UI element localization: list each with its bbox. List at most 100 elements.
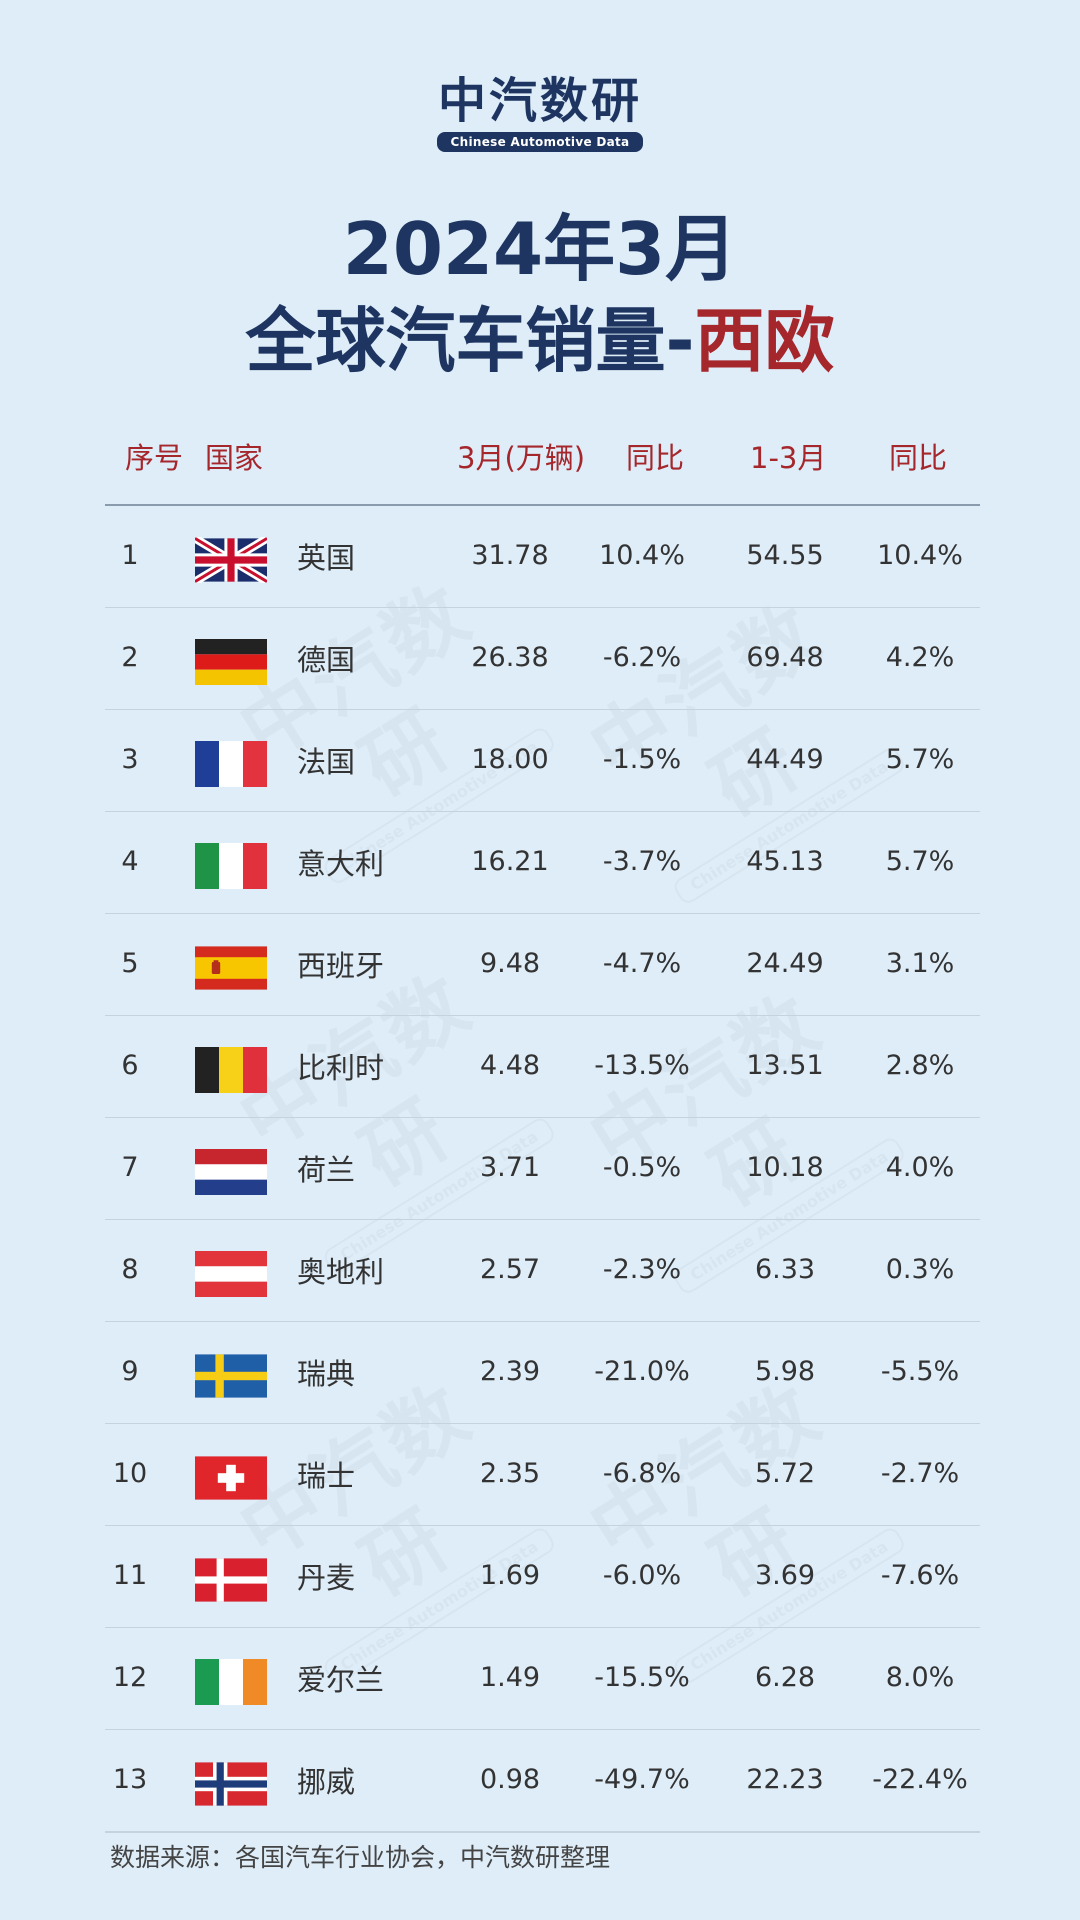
country-cell: 德国	[297, 643, 356, 677]
page-title-region: 西欧	[694, 300, 835, 382]
rank-cell: 1	[121, 540, 139, 571]
march-sales-cell: 4.48	[479, 1050, 541, 1081]
country-cell: 瑞士	[297, 1459, 356, 1493]
march-sales-cell: 1.69	[479, 1560, 541, 1591]
march-yoy-cell: -0.5%	[602, 1152, 682, 1183]
italy-flag-icon	[195, 843, 267, 889]
table-body: 1 英国 31.78 10.4% 54.55 10.4% 2 德国 26.38 -6.2% 69.4…	[105, 506, 980, 1833]
austria-flag-icon	[195, 1251, 267, 1297]
spain-flag-icon	[195, 945, 267, 991]
page-title-date: 2024年3月	[342, 207, 738, 291]
march-sales-cell: 9.48	[479, 948, 541, 979]
country-cell: 比利时	[297, 1051, 385, 1085]
uk-flag-icon	[195, 537, 267, 583]
country-cell: 荷兰	[297, 1153, 356, 1187]
q1-sales-cell: 45.13	[746, 846, 824, 877]
march-sales-cell: 2.57	[479, 1254, 541, 1285]
country-cell: 法国	[297, 745, 356, 779]
table-row: 13 挪威 0.98 -49.7% 22.23 -22.4%	[105, 1730, 980, 1833]
table-row: 9 瑞典 2.39 -21.0% 5.98 -5.5%	[105, 1322, 980, 1424]
data-source: 数据来源：各国汽车行业协会，中汽数研整理	[110, 1843, 611, 1872]
q1-sales-cell: 5.98	[754, 1356, 816, 1387]
march-sales-cell: 2.35	[479, 1458, 541, 1489]
table-row: 10 瑞士 2.35 -6.8% 5.72 -2.7%	[105, 1424, 980, 1526]
q1-yoy-cell: 0.3%	[885, 1254, 955, 1285]
page-title-main: 全球汽车销量-	[245, 300, 695, 382]
march-yoy-cell: 10.4%	[599, 540, 685, 571]
march-sales-cell: 0.98	[479, 1764, 541, 1795]
rank-cell: 10	[112, 1458, 148, 1489]
country-cell: 意大利	[297, 847, 385, 881]
rank-cell: 9	[121, 1356, 139, 1387]
rank-cell: 13	[112, 1764, 148, 1795]
header-q1-sales: 1-3月	[750, 441, 827, 475]
country-cell: 挪威	[297, 1765, 356, 1799]
march-yoy-cell: -3.7%	[602, 846, 682, 877]
q1-sales-cell: 3.69	[754, 1560, 816, 1591]
table-header: 序号 国家 3月(万辆) 同比 1-3月 同比	[105, 430, 980, 506]
rank-cell: 3	[121, 744, 139, 775]
march-yoy-cell: -6.8%	[602, 1458, 682, 1489]
march-yoy-cell: -49.7%	[594, 1764, 690, 1795]
denmark-flag-icon	[195, 1557, 267, 1603]
country-cell: 西班牙	[297, 949, 385, 983]
table-row: 4 意大利 16.21 -3.7% 45.13 5.7%	[105, 812, 980, 914]
march-sales-cell: 16.21	[471, 846, 549, 877]
rank-cell: 12	[112, 1662, 148, 1693]
logo-chinese: 中汽数研	[437, 73, 642, 129]
table-row: 2 德国 26.38 -6.2% 69.48 4.2%	[105, 608, 980, 710]
header-country: 国家	[205, 441, 264, 475]
rank-cell: 6	[121, 1050, 139, 1081]
q1-sales-cell: 24.49	[746, 948, 824, 979]
march-sales-cell: 2.39	[479, 1356, 541, 1387]
q1-sales-cell: 13.51	[746, 1050, 824, 1081]
q1-yoy-cell: 4.0%	[885, 1152, 955, 1183]
rank-cell: 4	[121, 846, 139, 877]
table-row: 11 丹麦 1.69 -6.0% 3.69 -7.6%	[105, 1526, 980, 1628]
sales-table: 序号 国家 3月(万辆) 同比 1-3月 同比 1 英国 31.78 10.4% 54.…	[105, 430, 980, 1833]
q1-sales-cell: 44.49	[746, 744, 824, 775]
germany-flag-icon	[195, 639, 267, 685]
table-row: 12 爱尔兰 1.49 -15.5% 6.28 8.0%	[105, 1628, 980, 1730]
belgium-flag-icon	[195, 1047, 267, 1093]
rank-cell: 8	[121, 1254, 139, 1285]
ireland-flag-icon	[195, 1659, 267, 1705]
march-yoy-cell: -1.5%	[602, 744, 682, 775]
q1-sales-cell: 6.33	[754, 1254, 816, 1285]
q1-yoy-cell: -2.7%	[880, 1458, 960, 1489]
country-cell: 瑞典	[297, 1357, 356, 1391]
country-cell: 爱尔兰	[297, 1663, 385, 1697]
page-title: 全球汽车销量-西欧	[0, 298, 1080, 384]
march-sales-cell: 26.38	[471, 642, 549, 673]
q1-sales-cell: 6.28	[754, 1662, 816, 1693]
rank-cell: 5	[121, 948, 139, 979]
march-yoy-cell: -15.5%	[594, 1662, 690, 1693]
france-flag-icon	[195, 741, 267, 787]
q1-yoy-cell: 10.4%	[877, 540, 963, 571]
rank-cell: 7	[121, 1152, 139, 1183]
q1-yoy-cell: 2.8%	[885, 1050, 955, 1081]
rank-cell: 2	[121, 642, 139, 673]
q1-sales-cell: 54.55	[746, 540, 824, 571]
q1-yoy-cell: 5.7%	[885, 846, 955, 877]
march-sales-cell: 31.78	[471, 540, 549, 571]
header-q1-yoy: 同比	[889, 441, 948, 475]
march-sales-cell: 1.49	[479, 1662, 541, 1693]
table-row: 3 法国 18.00 -1.5% 44.49 5.7%	[105, 710, 980, 812]
table-row: 1 英国 31.78 10.4% 54.55 10.4%	[105, 506, 980, 608]
table-row: 6 比利时 4.48 -13.5% 13.51 2.8%	[105, 1016, 980, 1118]
q1-yoy-cell: 8.0%	[885, 1662, 955, 1693]
q1-yoy-cell: 5.7%	[885, 744, 955, 775]
q1-sales-cell: 22.23	[746, 1764, 824, 1795]
q1-yoy-cell: 3.1%	[885, 948, 955, 979]
q1-sales-cell: 10.18	[746, 1152, 824, 1183]
march-yoy-cell: -13.5%	[594, 1050, 690, 1081]
logo-english: Chinese Automotive Data	[436, 132, 644, 152]
q1-yoy-cell: -5.5%	[880, 1356, 960, 1387]
country-cell: 丹麦	[297, 1561, 356, 1595]
sweden-flag-icon	[195, 1353, 267, 1399]
table-row: 7 荷兰 3.71 -0.5% 10.18 4.0%	[105, 1118, 980, 1220]
brand-logo: 中汽数研 Chinese Automotive Data	[0, 72, 1080, 152]
country-cell: 奥地利	[297, 1255, 385, 1289]
rank-cell: 11	[112, 1560, 148, 1591]
